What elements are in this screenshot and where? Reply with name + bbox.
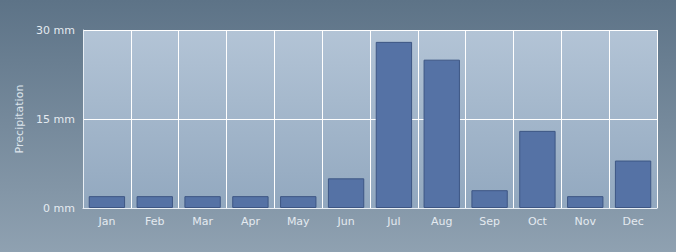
svg-text:Jun: Jun bbox=[336, 215, 354, 228]
svg-text:May: May bbox=[287, 215, 310, 228]
svg-text:15 mm: 15 mm bbox=[36, 113, 75, 126]
svg-text:30 mm: 30 mm bbox=[36, 24, 75, 37]
svg-text:Precipitation: Precipitation bbox=[13, 85, 26, 154]
svg-text:Apr: Apr bbox=[241, 215, 261, 228]
svg-text:Jan: Jan bbox=[97, 215, 115, 228]
svg-text:Jul: Jul bbox=[386, 215, 400, 228]
svg-text:Oct: Oct bbox=[528, 215, 548, 228]
svg-text:Aug: Aug bbox=[431, 215, 452, 228]
svg-text:0 mm: 0 mm bbox=[43, 202, 75, 215]
svg-text:Dec: Dec bbox=[622, 215, 643, 228]
svg-text:Feb: Feb bbox=[145, 215, 164, 228]
svg-text:Mar: Mar bbox=[192, 215, 213, 228]
svg-text:Sep: Sep bbox=[479, 215, 500, 228]
svg-text:Nov: Nov bbox=[575, 215, 597, 228]
